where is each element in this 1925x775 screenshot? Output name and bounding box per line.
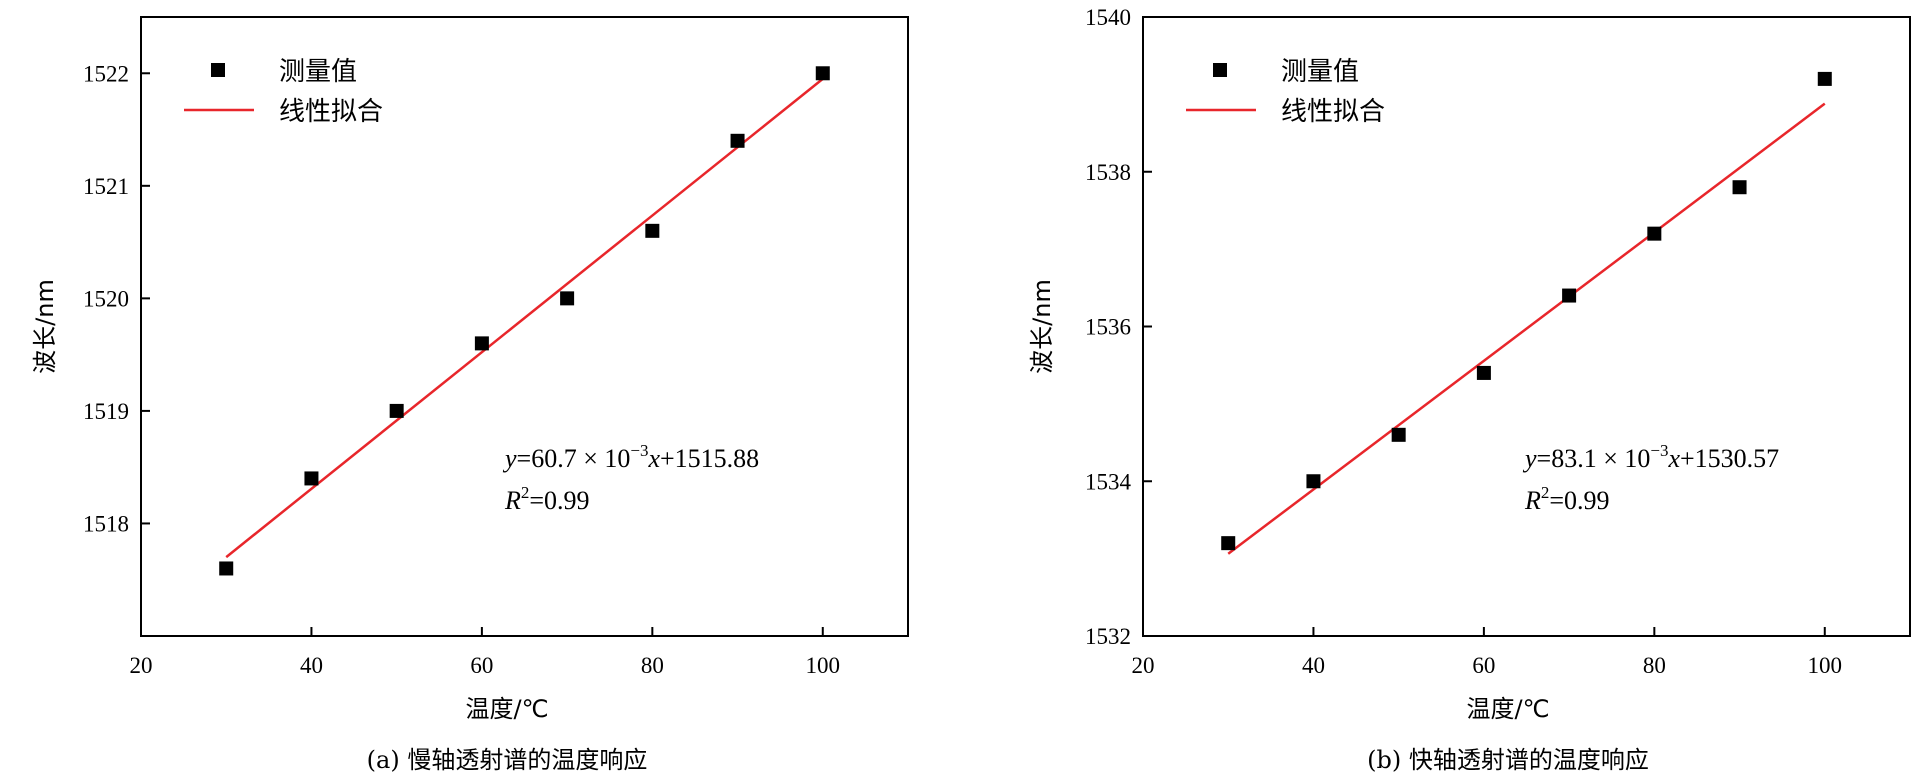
fit-line: [225, 77, 824, 559]
x-axis-label: 温度/℃: [465, 695, 548, 723]
data-point: [1391, 427, 1406, 442]
panel-caption: (b) 快轴透射谱的温度响应: [1367, 746, 1649, 774]
y-tick-label: 1519: [83, 399, 129, 424]
x-axis-label: 温度/℃: [1466, 695, 1549, 723]
y-tick-label: 1538: [1085, 160, 1131, 185]
legend-marker: [1213, 63, 1227, 77]
legend-label-points: 测量值: [1281, 57, 1359, 87]
data-point: [474, 336, 489, 351]
data-point: [1306, 474, 1321, 489]
data-point: [730, 133, 745, 148]
y-tick-label: 1532: [1085, 624, 1131, 649]
x-tick-label: 80: [641, 653, 664, 678]
r-squared: R2=0.99: [1524, 483, 1610, 515]
data-point: [560, 291, 575, 306]
y-axis-label: 波长/nm: [31, 279, 59, 374]
x-tick-label: 100: [806, 653, 841, 678]
data-point: [1647, 226, 1662, 241]
fit-equation: y=83.1 × 10−3x+1530.57: [1522, 441, 1779, 473]
y-tick-label: 1518: [83, 511, 129, 536]
x-tick-label: 60: [470, 653, 493, 678]
plot-frame: [1142, 16, 1911, 637]
y-axis-label: 波长/nm: [1028, 279, 1056, 374]
y-tick-label: 1536: [1085, 315, 1131, 340]
x-tick-label: 80: [1643, 653, 1666, 678]
y-tick-label: 1522: [83, 61, 129, 86]
x-tick-label: 40: [1302, 653, 1325, 678]
y-tick-label: 1520: [83, 286, 129, 311]
fit-equation: y=60.7 × 10−3x+1515.88: [502, 441, 759, 473]
data-point: [1732, 180, 1747, 195]
panel-b: 20 40 60 80 100 1532 1534 1536 1538 1540 温度/℃ 波长/nm…: [1028, 5, 1911, 774]
data-point: [645, 223, 660, 238]
y-tick-label: 1521: [83, 174, 129, 199]
x-tick-label: 60: [1472, 653, 1495, 678]
x-tick-label: 20: [1132, 653, 1155, 678]
plot-frame: [140, 16, 909, 637]
data-point: [1562, 288, 1577, 303]
panel-a: 20 40 60 80 100 1518 1519 1520 1521 1522 温度/℃ 波长/nm…: [31, 16, 909, 774]
x-tick-label: 40: [300, 653, 323, 678]
panel-caption: (a) 慢轴透射谱的温度响应: [367, 746, 648, 774]
legend-label-points: 测量值: [279, 57, 357, 87]
data-point: [1817, 71, 1832, 86]
legend-marker: [211, 63, 225, 77]
legend-label-fit: 线性拟合: [1281, 97, 1385, 127]
y-tick-label: 1534: [1085, 469, 1132, 494]
legend-label-fit: 线性拟合: [279, 97, 383, 127]
data-point: [304, 471, 319, 486]
fit-line: [1227, 102, 1826, 555]
x-tick-label: 100: [1808, 653, 1843, 678]
data-point: [219, 561, 234, 576]
data-point: [389, 403, 404, 418]
x-tick-label: 20: [130, 653, 153, 678]
data-point: [1221, 536, 1236, 551]
y-tick-label: 1540: [1085, 5, 1131, 30]
r-squared: R2=0.99: [504, 483, 590, 515]
data-point: [815, 66, 830, 81]
data-point: [1476, 365, 1491, 380]
